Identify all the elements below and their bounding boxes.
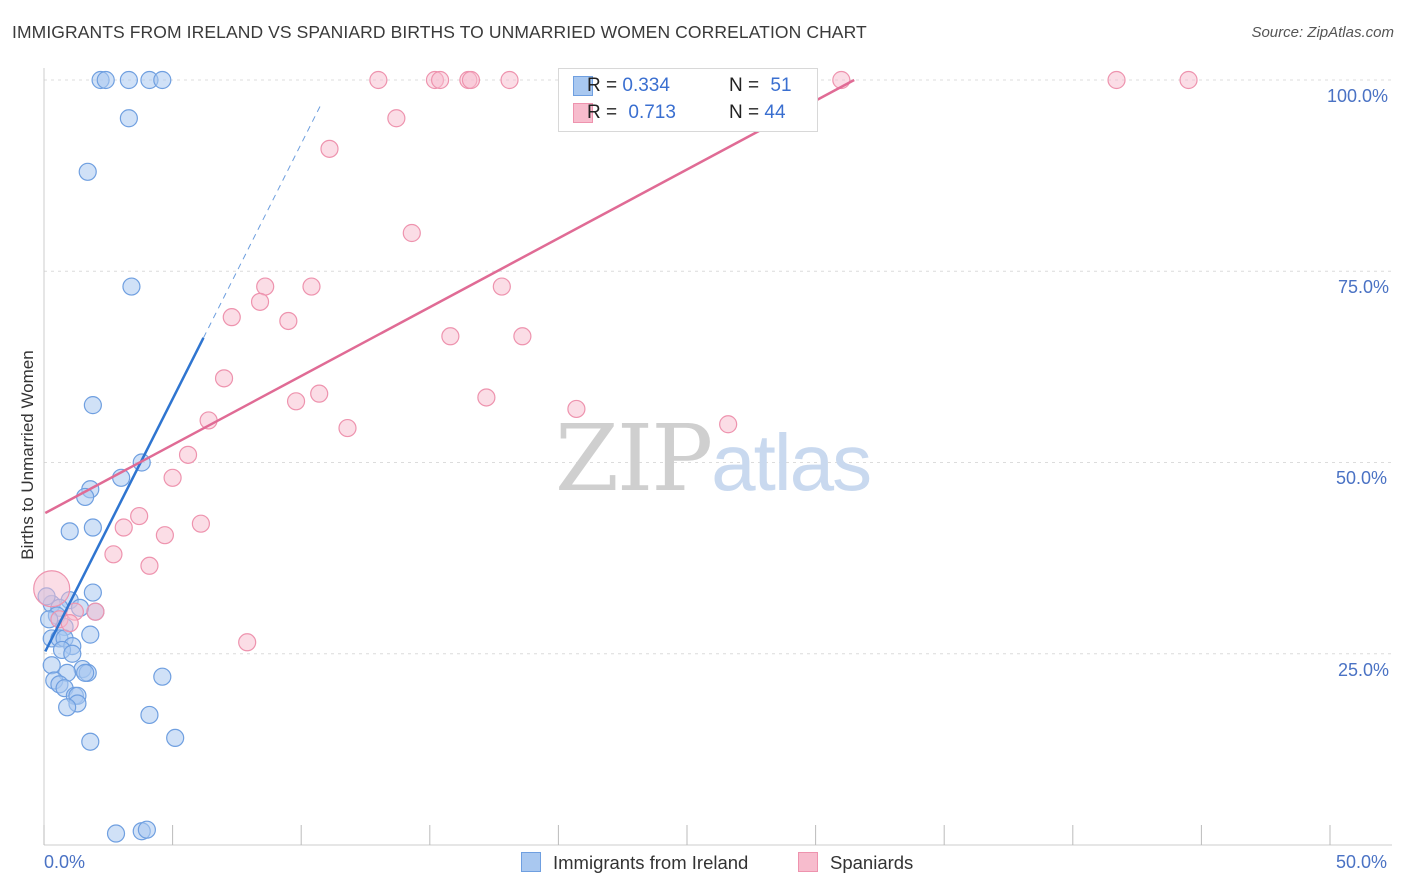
gridlines xyxy=(44,79,1392,655)
spaniards-point xyxy=(286,392,306,411)
spaniards-point xyxy=(500,70,519,90)
ireland-point xyxy=(42,656,61,675)
spaniards-point xyxy=(178,445,198,464)
spaniards-point xyxy=(250,292,270,311)
ireland-point xyxy=(119,109,138,128)
y-axis-label: Births to Unmarried Women xyxy=(18,350,37,560)
ireland-point xyxy=(78,162,97,181)
x-tick-label-max: 50.0% xyxy=(1336,852,1388,872)
chart-title: IMMIGRANTS FROM IRELAND VS SPANIARD BIRT… xyxy=(12,22,867,42)
spaniards-point xyxy=(369,70,388,90)
spaniards-r-value: 0.713 xyxy=(628,102,676,123)
ireland-point xyxy=(106,824,126,843)
spaniards-point xyxy=(222,308,241,327)
spaniards-point xyxy=(402,223,421,243)
spaniards-point xyxy=(256,277,275,296)
ireland-point xyxy=(140,705,159,725)
stats-legend: R = 0.334 N = 51 R = 0.713 N = 44 xyxy=(558,68,818,132)
spaniards-point xyxy=(155,526,174,545)
legend-spaniards-label: Spaniards xyxy=(830,852,914,873)
ireland-point xyxy=(96,70,115,90)
spaniards-point xyxy=(140,556,159,575)
spaniards-point xyxy=(441,327,460,346)
trend-lines xyxy=(44,78,855,653)
ireland-point xyxy=(119,70,138,90)
spaniards-n-label: N = xyxy=(729,102,765,123)
spaniards-point xyxy=(461,70,481,90)
spaniards-point xyxy=(567,399,586,419)
spaniards-point xyxy=(477,388,496,407)
ireland-n-value: 51 xyxy=(770,75,792,96)
watermark-atlas: atlas xyxy=(711,418,872,507)
ireland-point xyxy=(58,698,77,717)
ireland-trend-line xyxy=(44,337,205,653)
legend-item-spaniards: Spaniards xyxy=(798,852,913,874)
ireland-r-value: 0.334 xyxy=(622,75,670,96)
watermark-zip: ZIP xyxy=(555,405,713,512)
spaniards-point xyxy=(430,70,450,90)
y-tick-label-100: 100.0% xyxy=(1327,86,1389,106)
spaniards-point xyxy=(719,415,738,434)
series-spaniards-points xyxy=(33,70,1198,652)
axes xyxy=(43,68,1392,846)
spaniards-r-label: R = xyxy=(587,102,623,123)
ireland-point xyxy=(81,625,100,644)
spaniards-point xyxy=(338,418,357,438)
spaniards-point xyxy=(320,139,339,158)
spaniards-point xyxy=(130,506,149,526)
y-tick-label-25: 25.0% xyxy=(1338,660,1390,680)
spaniards-point xyxy=(214,369,234,388)
ireland-point xyxy=(76,663,95,682)
x-tick-label-min: 0.0% xyxy=(44,852,86,872)
legend-spaniards-swatch xyxy=(798,852,818,872)
spaniards-point xyxy=(104,545,123,564)
ireland-point xyxy=(153,667,172,686)
ireland-point xyxy=(83,396,102,415)
ireland-point xyxy=(63,644,82,663)
spaniards-point xyxy=(513,327,532,346)
ireland-swatch xyxy=(573,76,593,96)
ireland-point xyxy=(153,70,172,90)
y-tick-label-75: 75.0% xyxy=(1338,277,1390,297)
ireland-r-label: R = xyxy=(587,75,623,96)
spaniards-point xyxy=(1107,70,1126,90)
spaniards-point xyxy=(114,518,133,537)
spaniards-swatch xyxy=(573,103,593,123)
ireland-n-label: N = xyxy=(729,75,765,96)
spaniards-point xyxy=(492,277,511,296)
spaniards-n-value: 44 xyxy=(764,102,786,123)
y-tick-label-50: 50.0% xyxy=(1336,468,1388,488)
spaniards-point xyxy=(238,633,257,652)
series-ireland-points xyxy=(37,70,185,843)
ireland-point xyxy=(83,518,102,537)
watermark: ZIPatlas xyxy=(555,405,872,512)
spaniards-trend-line xyxy=(44,78,855,515)
ireland-point xyxy=(122,277,141,296)
spaniards-point xyxy=(191,514,210,533)
legend-ireland-swatch xyxy=(521,852,541,872)
ireland-point xyxy=(166,728,185,748)
legend-item-ireland: Immigrants from Ireland xyxy=(521,852,748,874)
ireland-point xyxy=(60,522,79,541)
spaniards-point xyxy=(1179,70,1198,90)
ireland-point xyxy=(81,732,100,751)
ireland-point xyxy=(137,820,156,839)
legend-ireland-label: Immigrants from Ireland xyxy=(553,852,749,873)
spaniards-point xyxy=(387,109,406,128)
spaniards-point xyxy=(310,384,329,403)
source-label: Source: ZipAtlas.com xyxy=(1251,24,1394,41)
spaniards-point xyxy=(302,277,321,296)
spaniards-point xyxy=(60,614,79,633)
spaniards-point xyxy=(86,602,105,621)
spaniards-point xyxy=(33,570,71,608)
spaniards-point xyxy=(279,311,298,331)
spaniards-point xyxy=(163,468,182,487)
ireland-point xyxy=(83,583,102,602)
